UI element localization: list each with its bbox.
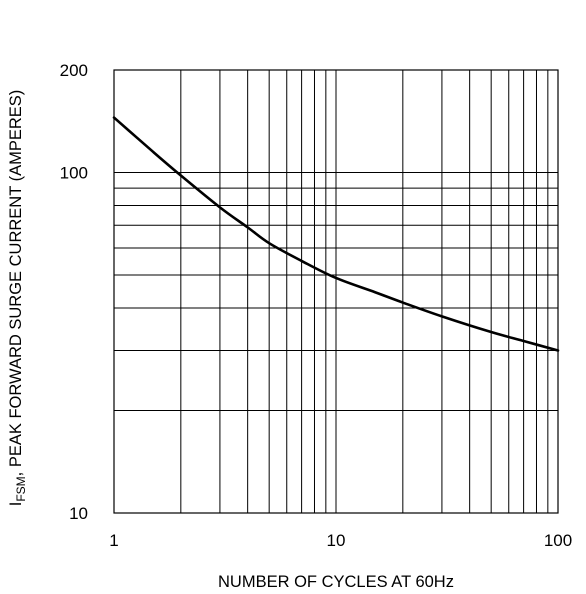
y-tick-label-10: 10 (69, 504, 88, 523)
y-tick-label-100: 100 (60, 164, 88, 183)
series-0-line (112, 116, 560, 352)
data-curve-group (112, 116, 560, 352)
grid (114, 70, 558, 513)
tick-labels: 1 10 100 10 100 200 (60, 61, 573, 550)
y-axis-title-subscript: FSM (14, 476, 28, 501)
y-tick-label-200: 200 (60, 61, 88, 80)
y-axis-title: IFSM, PEAK FORWARD SURGE CURRENT (AMPERE… (7, 90, 28, 507)
plot-frame (113, 69, 559, 514)
y-axis-title-symbol: I (7, 502, 25, 507)
x-tick-label-10: 10 (327, 531, 346, 550)
x-tick-label-100: 100 (544, 531, 572, 550)
x-axis-title: NUMBER OF CYCLES AT 60Hz (218, 573, 454, 591)
y-axis-title-text: , PEAK FORWARD SURGE CURRENT (AMPERES) (7, 90, 25, 477)
x-tick-label-1: 1 (109, 531, 118, 550)
